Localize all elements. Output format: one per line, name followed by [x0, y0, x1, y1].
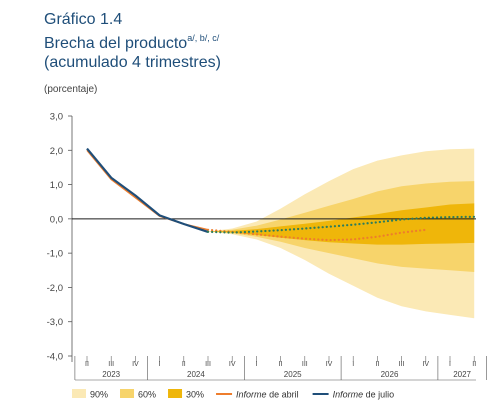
x-year-label: 2023 — [102, 370, 120, 379]
chart-subtitle: (acumulado 4 trimestres) — [44, 54, 221, 71]
legend-swatch-60pct — [120, 389, 135, 398]
abril-history-line — [86, 149, 209, 231]
x-quarter-label: II — [375, 361, 379, 368]
x-quarter-label: II — [182, 361, 186, 368]
legend-label: Informe de julio — [333, 390, 395, 400]
chart-name-text: Brecha del producto — [44, 35, 188, 52]
y-tick-label: 0,0 — [50, 214, 63, 225]
julio-history-line — [86, 147, 209, 233]
legend-label: 30% — [186, 390, 204, 400]
y-tick-label: -2,0 — [47, 283, 63, 294]
y-tick-label: 1,0 — [50, 180, 63, 191]
x-quarter-label: III — [205, 361, 211, 368]
legend-label: 90% — [90, 390, 108, 400]
chart-name: Brecha del productoa/, b/, c/ — [44, 29, 221, 53]
legend: 90% 60% 30% Informe de abril Informe de juli… — [72, 389, 394, 400]
y-tick-label: -1,0 — [47, 249, 63, 260]
x-year-label: 2026 — [381, 370, 399, 379]
x-quarter-label: IV — [326, 361, 333, 368]
x-quarter-label: IV — [422, 361, 429, 368]
fan-bands — [208, 148, 475, 319]
x-quarter-label: I — [255, 361, 257, 368]
abril-forecast-line — [206, 228, 427, 242]
x-year-label: 2025 — [284, 370, 302, 379]
legend-label: Informe de abril — [236, 390, 299, 400]
y-tick-label: 3,0 — [50, 112, 63, 123]
y-tick-label: -4,0 — [47, 352, 63, 363]
x-quarter-label: I — [352, 361, 354, 368]
chart-title: Gráfico 1.4 Brecha del productoa/, b/, c… — [44, 10, 221, 72]
y-tick-label: 2,0 — [50, 146, 63, 157]
series-lines — [86, 147, 476, 242]
band-30 — [208, 203, 475, 245]
y-axis-unit-label: (porcentaje) — [44, 84, 98, 95]
x-year-label: 2024 — [187, 370, 205, 379]
chart-footnote-refs: a/, b/, c/ — [187, 33, 220, 43]
y-tick-label: -3,0 — [47, 317, 63, 328]
chart-number: Gráfico 1.4 — [44, 11, 123, 28]
legend-swatch-90pct — [72, 389, 86, 398]
legend-swatch-30pct — [168, 389, 183, 398]
legend-label: 60% — [138, 390, 156, 400]
julio-forecast-line — [206, 215, 476, 234]
x-quarter-label: I — [159, 361, 161, 368]
x-quarter-label: II — [279, 361, 283, 368]
x-quarter-label: III — [399, 361, 405, 368]
x-quarter-label: III — [108, 361, 114, 368]
x-quarter-label: IV — [229, 361, 236, 368]
x-quarter-label: II — [472, 361, 476, 368]
x-year-label: 2027 — [453, 370, 471, 379]
x-quarter-label: III — [302, 361, 308, 368]
y-axis: -4,0 -3,0 -2,0 -1,0 0,0 1,0 2,0 3,0 — [47, 112, 73, 363]
x-quarter-label: I — [449, 361, 451, 368]
x-quarter-label: II — [85, 361, 89, 368]
x-quarter-label: IV — [132, 361, 139, 368]
